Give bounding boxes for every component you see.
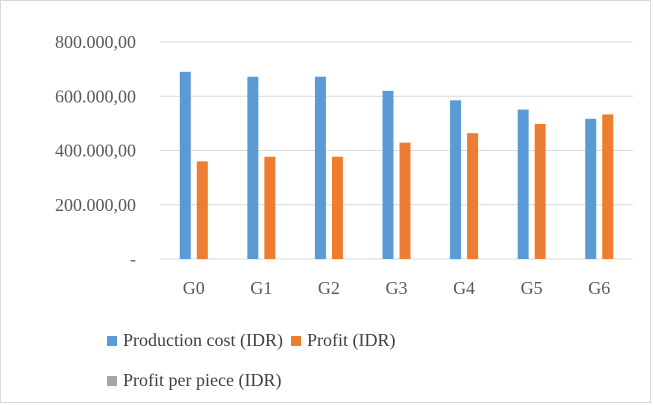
bar-profit [196, 161, 208, 259]
x-tick-label: G5 [521, 278, 543, 298]
bar-production-cost [585, 118, 597, 259]
y-tick-label: 200.000,00 [55, 195, 136, 215]
bar-chart: - 200.000,00 400.000,00 600.000,00 800.000,0… [55, 32, 633, 298]
bar-profit [399, 142, 411, 259]
legend-item-production-cost: Production cost (IDR) [107, 330, 283, 351]
y-tick-label: - [130, 249, 136, 269]
bar-production-cost [382, 90, 394, 259]
legend-swatch-profit-per-piece [107, 375, 117, 386]
bar-production-cost [450, 100, 462, 259]
legend-row-1: Production cost (IDR) Profit (IDR) [107, 330, 403, 351]
x-tick-label: G1 [250, 278, 272, 298]
x-tick-label: G0 [183, 278, 205, 298]
bar-production-cost [247, 76, 259, 259]
y-tick-label: 800.000,00 [55, 32, 136, 52]
legend-item-profit-per-piece: Profit per piece (IDR) [107, 370, 281, 391]
legend-label-production-cost: Production cost (IDR) [123, 330, 283, 350]
bar-profit [467, 133, 479, 259]
legend-swatch-profit [290, 335, 301, 346]
bar-production-cost [179, 71, 191, 260]
x-tick-label: G3 [386, 278, 408, 298]
bar-profit [534, 123, 546, 259]
y-tick-label: 400.000,00 [55, 141, 136, 161]
legend-label-profit: Profit (IDR) [306, 330, 396, 350]
legend-label-profit-per-piece: Profit per piece (IDR) [123, 370, 282, 390]
legend-swatch-production-cost [107, 335, 117, 346]
bar-production-cost [314, 76, 326, 259]
bar-profit [602, 114, 614, 259]
bar-production-cost [517, 109, 529, 259]
legend-item-profit: Profit (IDR) [290, 330, 396, 351]
bar-profit [264, 156, 276, 259]
legend-row-2: Profit per piece (IDR) [107, 370, 289, 391]
x-tick-label: G4 [453, 278, 475, 298]
y-tick-label: 600.000,00 [55, 86, 136, 106]
bar-profit [331, 156, 343, 259]
x-tick-label: G6 [588, 278, 610, 298]
x-tick-label: G2 [318, 278, 340, 298]
